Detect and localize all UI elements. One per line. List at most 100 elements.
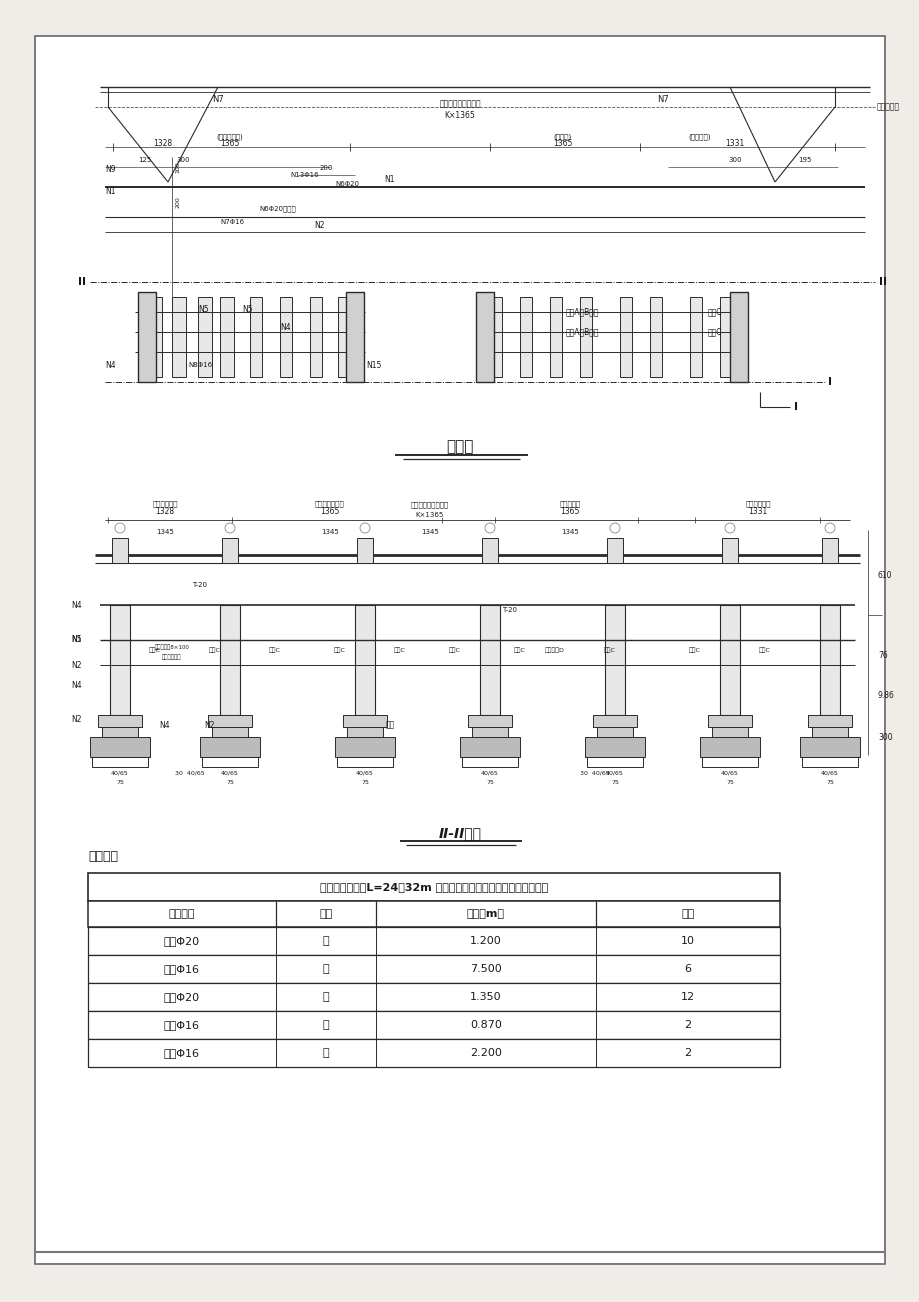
Text: 200: 200 (176, 197, 180, 208)
Bar (88, 1010, 779, 1039)
Text: 根: 根 (323, 1019, 329, 1030)
Text: 1345: 1345 (156, 529, 174, 535)
Text: T-20: T-20 (502, 607, 517, 613)
Bar (807, 715, 851, 727)
Text: 名称规格: 名称规格 (168, 909, 195, 919)
Bar (720, 605, 739, 715)
Text: （此个中间标准跳）: （此个中间标准跳） (411, 501, 448, 508)
Text: 根: 根 (323, 936, 329, 947)
Text: 模板所在D: 模板所在D (544, 647, 564, 652)
Bar (346, 727, 382, 737)
Text: N5: N5 (72, 635, 82, 644)
Text: N2: N2 (72, 660, 82, 669)
Text: 2: 2 (684, 1048, 691, 1059)
Text: （此个中间标准跳）: （此个中间标准跳） (438, 99, 481, 108)
Bar (550, 297, 562, 378)
Text: 300: 300 (877, 733, 891, 742)
Text: N7: N7 (656, 95, 668, 103)
Bar (88, 874, 779, 901)
Text: 40/65: 40/65 (481, 771, 498, 776)
Text: 步架C: 步架C (604, 647, 615, 652)
Text: 1.350: 1.350 (470, 992, 501, 1003)
Text: 76: 76 (877, 651, 887, 660)
Bar (801, 756, 857, 767)
Bar (346, 292, 364, 381)
Bar (88, 901, 779, 927)
Text: 圆钉Φ16: 圆钉Φ16 (164, 963, 199, 974)
Text: 100: 100 (176, 161, 180, 173)
Text: 1.200: 1.200 (470, 936, 502, 947)
Bar (211, 727, 248, 737)
Text: 610: 610 (877, 570, 891, 579)
Text: 步架C: 步架C (149, 647, 161, 652)
Text: 1328: 1328 (153, 139, 173, 148)
Bar (720, 297, 732, 378)
Text: 1365: 1365 (320, 508, 339, 517)
Bar (310, 297, 322, 378)
Text: N5: N5 (199, 305, 210, 314)
Text: 直（曲）线桥墩L=24、32m 围栏材料表（实心墩中间柱、转换柱）: 直（曲）线桥墩L=24、32m 围栏材料表（实心墩中间柱、转换柱） (320, 881, 548, 892)
Text: N2: N2 (314, 220, 325, 229)
Text: 1365: 1365 (552, 139, 572, 148)
Bar (88, 927, 779, 954)
Text: 附表一：: 附表一： (88, 850, 118, 863)
Bar (88, 1039, 779, 1068)
Bar (98, 715, 142, 727)
Text: 步架C: 步架C (688, 647, 700, 652)
Text: N7: N7 (212, 95, 223, 103)
Text: 7.500: 7.500 (470, 963, 502, 974)
Bar (821, 538, 837, 562)
Text: 圆钉Φ20: 圆钉Φ20 (164, 936, 199, 947)
Text: N15: N15 (366, 361, 381, 370)
Text: 300: 300 (728, 158, 741, 163)
Bar (343, 715, 387, 727)
Text: I: I (793, 402, 797, 411)
Text: 10: 10 (680, 936, 694, 947)
Bar (475, 292, 494, 381)
Text: 9.86: 9.86 (877, 690, 894, 699)
Text: N4: N4 (72, 600, 82, 609)
Text: N5: N5 (243, 305, 253, 314)
Text: 0.870: 0.870 (470, 1019, 502, 1030)
Text: 长度（m）: 长度（m） (467, 909, 505, 919)
Text: 40/65: 40/65 (356, 771, 373, 776)
Text: K×1365: K×1365 (415, 512, 444, 518)
Text: N1: N1 (106, 187, 116, 197)
Text: N2: N2 (72, 716, 82, 724)
Text: 1345: 1345 (421, 529, 438, 535)
Text: 12: 12 (680, 992, 695, 1003)
Bar (220, 297, 233, 378)
Text: 75: 75 (610, 780, 618, 785)
Bar (729, 292, 747, 381)
Text: 75: 75 (725, 780, 733, 785)
Text: 1331: 1331 (724, 139, 743, 148)
Bar (208, 715, 252, 727)
Bar (607, 538, 622, 562)
Text: 75: 75 (360, 780, 369, 785)
Text: 75: 75 (116, 780, 124, 785)
Text: II: II (878, 277, 886, 286)
Text: 30  40/65: 30 40/65 (580, 771, 609, 776)
Bar (584, 737, 644, 756)
Text: 桥墩中心线: 桥墩中心线 (876, 103, 899, 112)
Bar (355, 605, 375, 715)
Bar (172, 297, 186, 378)
Bar (619, 297, 631, 378)
Text: 步架C: 步架C (268, 647, 280, 652)
Text: 闸档: 闸档 (385, 720, 394, 729)
Text: 195: 195 (798, 158, 811, 163)
Bar (279, 297, 291, 378)
Bar (357, 538, 372, 562)
Text: （左标准跳）: （左标准跳） (152, 501, 177, 508)
Text: N13Φ16: N13Φ16 (289, 172, 318, 178)
Bar (711, 727, 747, 737)
Bar (337, 297, 349, 378)
Text: (中间标准跳): (中间标准跳) (216, 134, 244, 141)
Text: 步架C: 步架C (448, 647, 460, 652)
Bar (202, 756, 257, 767)
Text: 75: 75 (485, 780, 494, 785)
Text: 40/65: 40/65 (606, 771, 623, 776)
Text: 根: 根 (323, 992, 329, 1003)
Bar (250, 297, 262, 378)
Text: 圆钉Φ20: 圆钉Φ20 (164, 992, 199, 1003)
